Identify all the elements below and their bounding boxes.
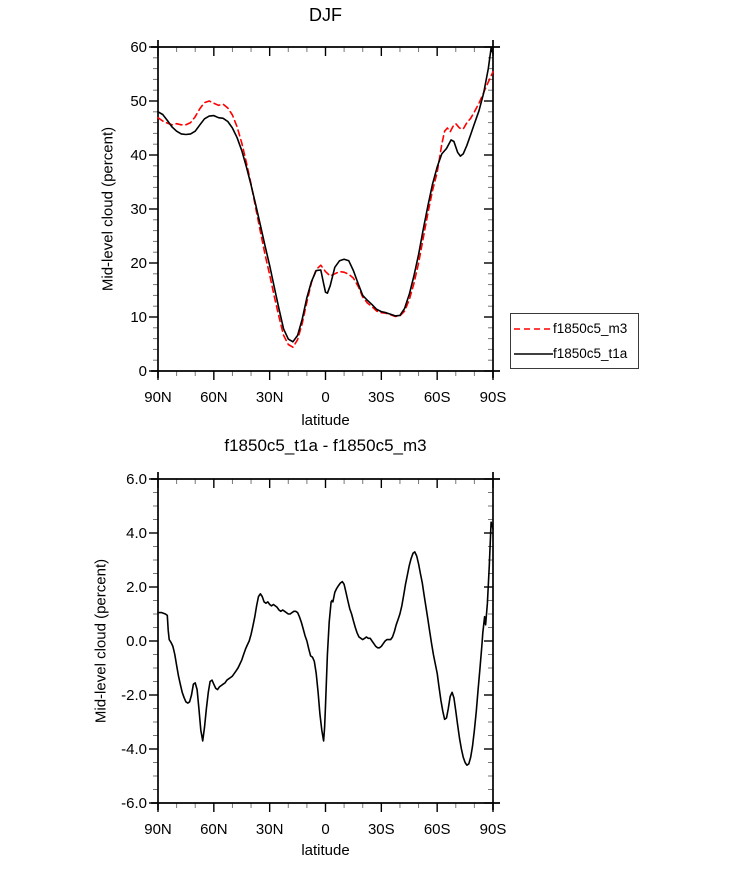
y-tick-label: 10 [130, 309, 147, 326]
y-tick-label: -4.0 [121, 741, 147, 758]
x-tick-label: 30S [368, 389, 395, 406]
chart-1: 90N 60N 30N 0 30S 60S 90S -6.0 -4.0 -2.0 0.0 2.0 4.0… [121, 471, 506, 838]
x-tick-label: 90N [144, 821, 172, 838]
y-tick-label: 0.0 [126, 633, 147, 650]
legend-entry: f1850c5_m3 [513, 316, 638, 341]
y-tick-label: 4.0 [126, 525, 147, 542]
x-tick-label: 0 [321, 389, 329, 406]
x-tick-label: 60S [424, 821, 451, 838]
series-line-f1850c5_m3 [157, 71, 494, 348]
x-tick-label: 30S [368, 821, 395, 838]
top-chart-title: DJF [309, 5, 342, 25]
y-tick-label: 30 [130, 201, 147, 218]
legend-label: f1850c5_t1a [553, 346, 628, 361]
legend-label: f1850c5_m3 [553, 321, 628, 336]
y-tick-label: 0 [139, 363, 147, 380]
y-tick-label: -2.0 [121, 687, 147, 704]
x-tick-label: 30N [256, 389, 284, 406]
x-tick-label: 90N [144, 389, 172, 406]
x-tick-label: 60S [424, 389, 451, 406]
x-tick-label: 60N [200, 821, 228, 838]
series-line-f1850c5_t1a [157, 47, 494, 343]
legend-line-sample [514, 327, 553, 330]
x-tick-label: 0 [321, 821, 329, 838]
y-tick-label: 50 [130, 93, 147, 110]
top-chart-x-axis-title: latitude [301, 412, 350, 429]
y-tick-label: 20 [130, 255, 147, 272]
legend-entry: f1850c5_t1a [513, 341, 638, 366]
top-chart-y-axis-title: Mid-level cloud (percent) [99, 126, 117, 292]
chart-0: 90N 60N 30N 0 30S 60S 90S 0 10 20 30 40 50 60 [130, 39, 506, 406]
bottom-chart-x-axis-title: latitude [301, 842, 350, 859]
x-tick-label: 90S [480, 389, 507, 406]
x-tick-label: 90S [480, 821, 507, 838]
x-tick-label: 30N [256, 821, 284, 838]
y-tick-label: 2.0 [126, 579, 147, 596]
x-tick-label: 60N [200, 389, 228, 406]
y-tick-label: 40 [130, 147, 147, 164]
bottom-chart-y-axis-title: Mid-level cloud (percent) [92, 558, 110, 724]
legend: f1850c5_m3 f1850c5_t1a [510, 313, 639, 369]
series-line-f1850c5_t1a - f1850c5_m3 [157, 521, 494, 766]
y-tick-label: -6.0 [121, 795, 147, 812]
y-tick-label: 6.0 [126, 471, 147, 488]
legend-line-sample [514, 352, 553, 355]
bottom-chart-title: f1850c5_t1a - f1850c5_m3 [224, 436, 427, 455]
y-tick-label: 60 [130, 39, 147, 56]
